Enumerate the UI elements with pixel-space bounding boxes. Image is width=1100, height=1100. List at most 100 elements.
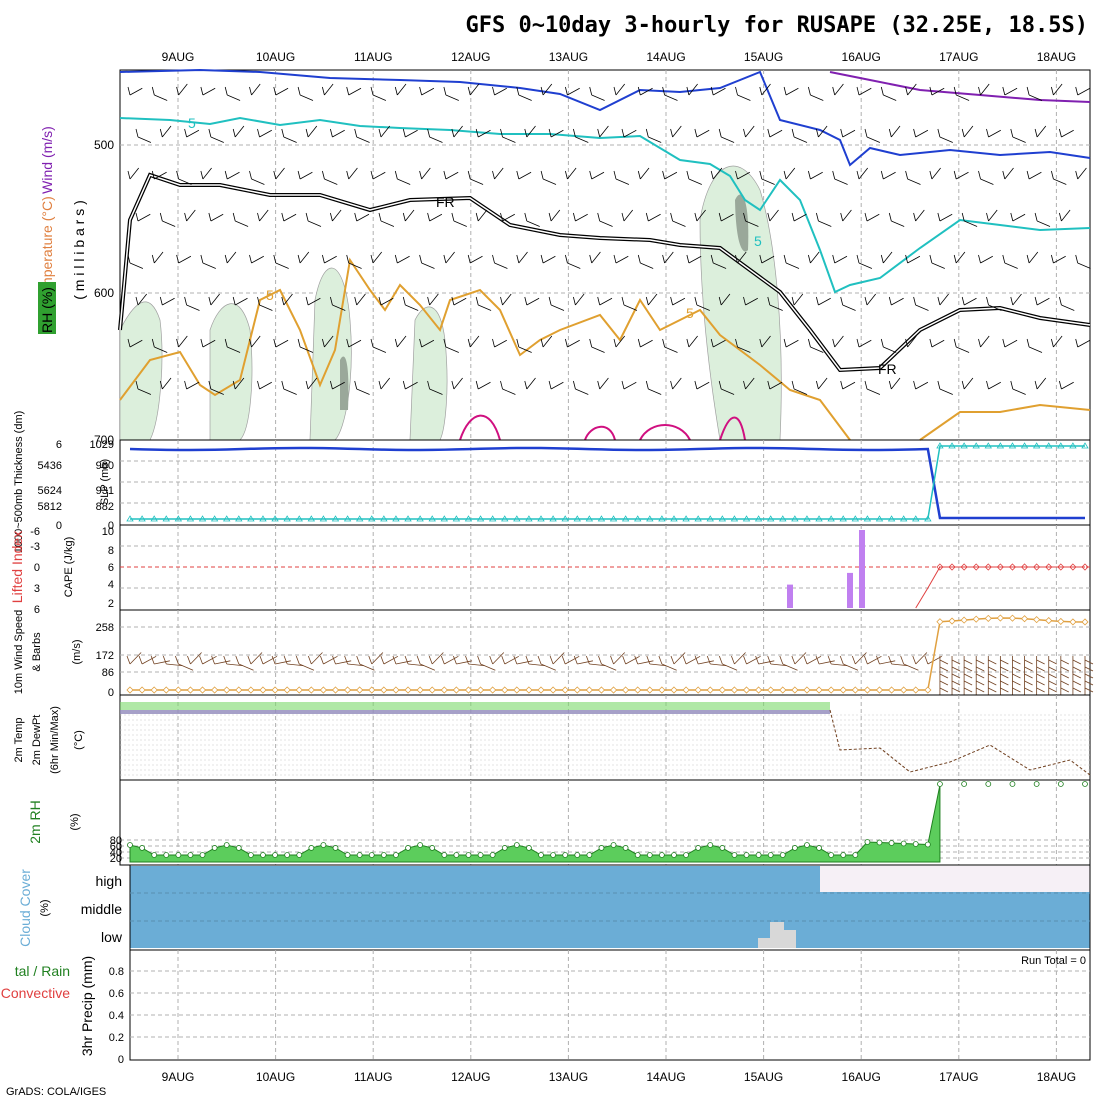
- thickness-marker: [210, 515, 219, 522]
- rh2m-marker: [658, 852, 665, 858]
- wind10-marker: [223, 686, 231, 694]
- wind10-marker: [549, 686, 557, 694]
- thickness-marker: [138, 515, 146, 522]
- precip-tick: 0.8: [109, 966, 124, 978]
- rh2m-marker: [622, 845, 629, 851]
- thickness-marker: [597, 515, 606, 522]
- rh2m-marker: [743, 852, 750, 858]
- thickness-marker: [887, 515, 896, 522]
- thickness-marker: [634, 515, 642, 522]
- rh2m-marker: [840, 852, 847, 858]
- cape-label: CAPE (J/kg): [63, 537, 75, 598]
- thickness-marker: [368, 515, 376, 522]
- wind10-marker: [537, 686, 545, 694]
- date-label-top: 12AUG: [451, 50, 490, 64]
- rh2m-marker: [1082, 781, 1088, 787]
- lifted-index-marker: [1008, 563, 1017, 571]
- wind10-marker: [670, 686, 678, 694]
- rh2m-marker: [211, 845, 218, 851]
- svg-text:5: 5: [266, 287, 274, 303]
- wind10-barbs: [126, 652, 1094, 695]
- wind10-marker: [755, 686, 763, 694]
- thickness-marker: [875, 515, 884, 522]
- y-tick-600: 600: [94, 286, 114, 300]
- thickness-marker: [730, 515, 739, 522]
- date-label-bottom: 12AUG: [451, 1070, 490, 1084]
- wind10-marker: [767, 686, 775, 694]
- thickness-marker: [948, 442, 956, 449]
- wind10-marker: [779, 686, 787, 694]
- rh-shading: [119, 165, 782, 441]
- wind10-marker: [126, 686, 134, 694]
- thickness-marker: [621, 515, 630, 522]
- thickness-marker: [537, 515, 545, 522]
- rh2m-tick: 80: [110, 835, 122, 847]
- cape-tick: 6: [108, 562, 114, 574]
- cape-tick: 10: [102, 526, 114, 538]
- rh2m-marker: [586, 852, 593, 858]
- thickness-marker: [295, 515, 303, 522]
- wind10-speed-label: 10m Wind Speed: [13, 610, 25, 694]
- date-label-bottom: 15AUG: [744, 1070, 783, 1084]
- lifted-index-tick: 0: [34, 562, 40, 574]
- wind10-marker: [863, 686, 871, 694]
- rh2m-marker: [501, 845, 508, 851]
- lifted-index-marker: [960, 563, 968, 571]
- temp2m-label: 2m Temp: [13, 717, 25, 762]
- rh2m-marker: [380, 852, 387, 858]
- thickness-marker: [779, 515, 787, 522]
- thickness-marker: [331, 515, 340, 522]
- wind10-marker: [150, 686, 158, 694]
- rh2m-marker: [876, 839, 883, 846]
- precip-label: 3hr Precip (mm): [79, 956, 95, 1056]
- wind10-marker: [380, 686, 388, 694]
- rh2m-marker: [151, 852, 158, 858]
- lifted-index-marker: [996, 563, 1004, 571]
- wind10-marker: [912, 686, 920, 694]
- precip-panel: 0.8 0.6 0.4 0.2 0 Run Total = 0 tal / Rain C…: [1, 949, 1091, 1066]
- thickness-marker: [1057, 442, 1065, 449]
- upper-wind-barbs: [127, 83, 1091, 395]
- wind-label: Wind (m/s): [39, 126, 55, 194]
- wind10-marker: [827, 686, 835, 694]
- rh-color-key: [38, 282, 56, 334]
- thickness-marker: [694, 515, 702, 522]
- wind10-marker: [331, 686, 340, 694]
- lifted-index-series: [915, 566, 1085, 609]
- wind10-marker: [984, 614, 992, 622]
- date-label-bottom: 11AUG: [354, 1070, 392, 1084]
- temp2m-min-line: [829, 709, 1091, 776]
- wind10-marker: [936, 618, 944, 626]
- wind10-marker: [694, 686, 702, 694]
- wind10-marker: [948, 617, 956, 625]
- rh2m-marker: [272, 852, 278, 858]
- lifted-index-label: Lifted Index: [9, 531, 25, 603]
- rh-dark-blob: [340, 356, 349, 410]
- lifted-index-tick: -6: [30, 526, 40, 538]
- wind10-panel: 258 172 86 0 10m Wind Speed & Barbs (m/s): [13, 609, 1094, 699]
- lifted-index-marker: [1045, 563, 1053, 571]
- wind10-marker: [622, 686, 630, 694]
- wind10-marker: [658, 686, 666, 694]
- cloud-level-high: high: [96, 873, 122, 889]
- thickness-marker: [513, 515, 521, 522]
- wind10-marker: [404, 686, 412, 694]
- thickness-tick: 6: [56, 439, 62, 451]
- svg-text:5: 5: [686, 305, 694, 321]
- precip-tick: 0: [118, 1054, 124, 1066]
- wind10-marker: [900, 686, 908, 694]
- rh2m-marker: [731, 852, 738, 858]
- wind10-marker: [573, 686, 581, 694]
- rh2m-marker: [344, 852, 351, 858]
- rh2m-marker: [284, 852, 291, 858]
- wind10-marker: [392, 686, 400, 694]
- date-label-bottom: 14AUG: [646, 1070, 685, 1084]
- wind10-marker: [924, 686, 932, 694]
- rh2m-marker: [767, 852, 774, 858]
- lifted-index-marker: [972, 563, 980, 571]
- wind10-marker: [525, 686, 533, 694]
- rh2m-marker: [985, 781, 992, 787]
- rh2m-marker: [260, 852, 266, 858]
- slp-tick: 882: [96, 501, 114, 513]
- date-label-top: 14AUG: [646, 50, 685, 64]
